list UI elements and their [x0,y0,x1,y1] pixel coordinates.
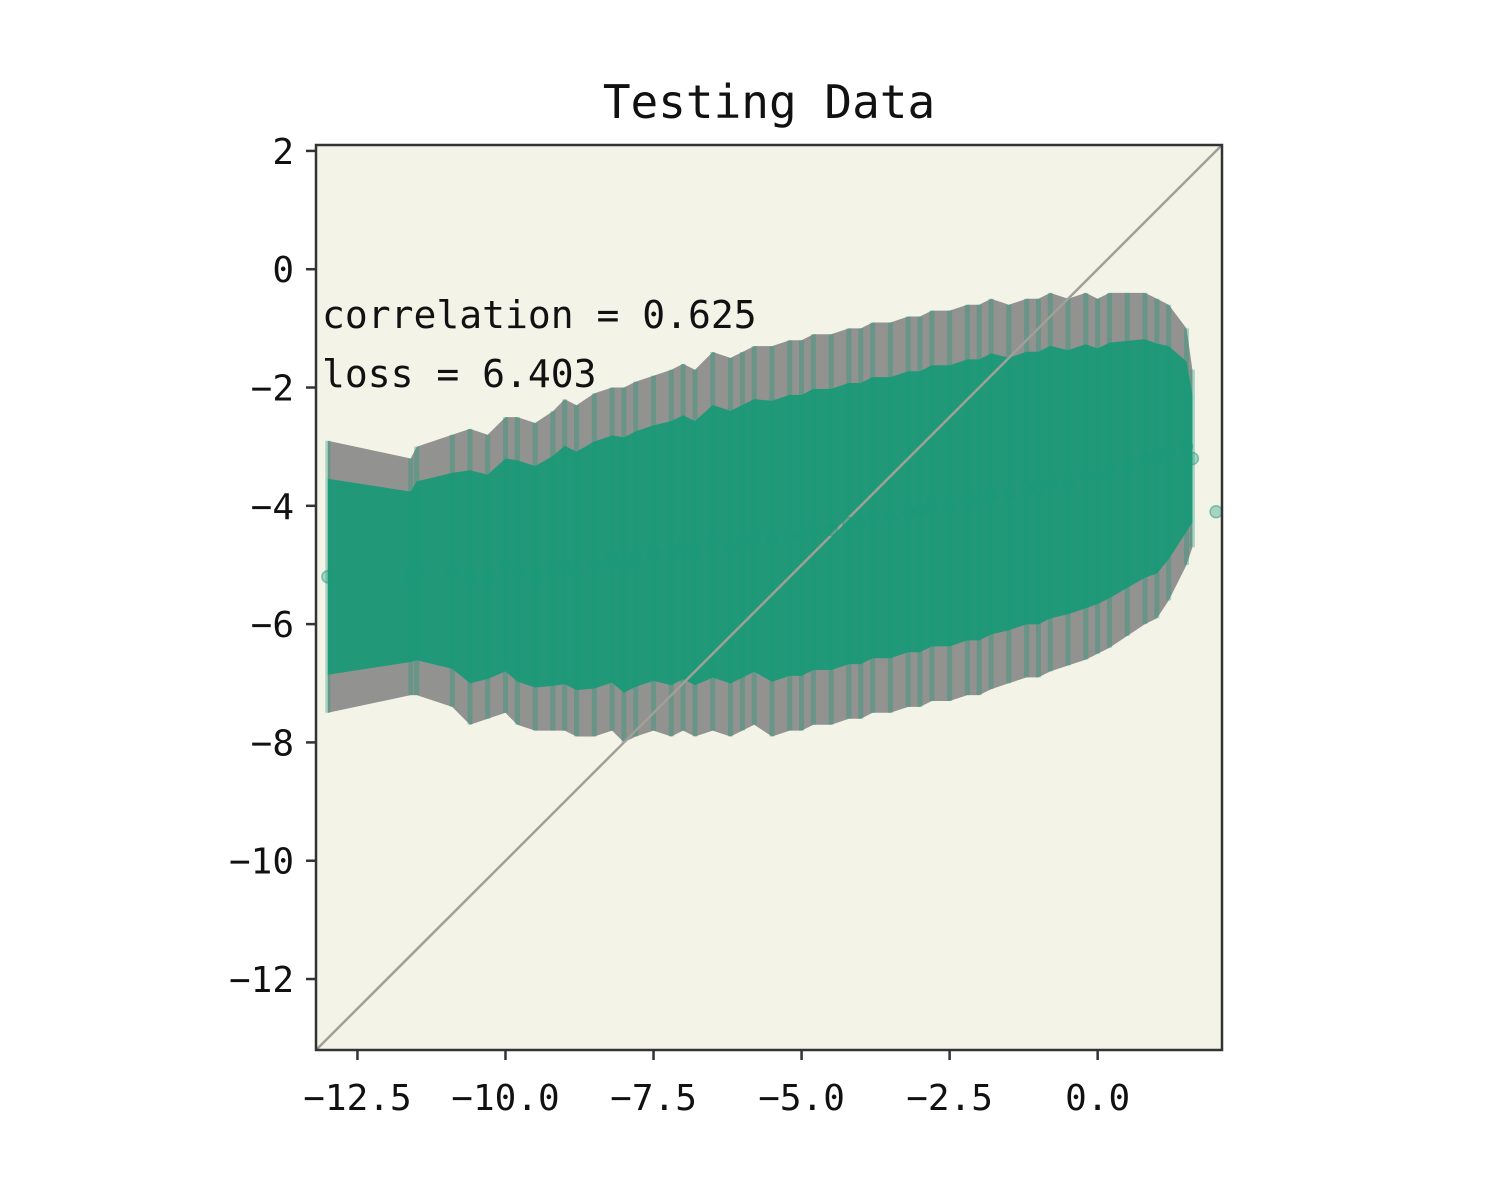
data-point [925,499,939,513]
data-point [1161,445,1176,460]
data-point [747,528,761,543]
x-tick-label: −10.0 [451,1078,559,1119]
data-point [1179,439,1194,454]
data-point [1150,451,1164,466]
data-point [646,546,661,560]
data-point [409,564,424,578]
data-point [617,558,631,572]
y-tick-label: −4 [251,487,294,528]
point-cloud-green [327,339,1193,693]
x-tick-label: −5.0 [758,1078,845,1119]
data-point [1138,451,1152,466]
y-axis: 2 0 −2 −4 −6 −8 −10 −12 [229,132,316,1001]
y-tick-label: −12 [229,960,294,1001]
data-point [463,570,477,584]
data-point [1019,481,1034,495]
data-point [901,504,915,519]
x-tick-label: 0.0 [1065,1078,1130,1119]
data-point [1043,475,1058,489]
data-point [865,510,880,525]
plot-content [316,145,1222,1050]
data-point [321,570,335,584]
data-point [546,564,560,578]
data-point [794,528,809,543]
data-point [723,540,738,554]
data-point [1120,457,1135,472]
y-tick-label: 2 [272,132,294,173]
data-point [1002,487,1016,501]
plot-frame [314,143,1224,1052]
data-point [1079,469,1093,483]
data-point [854,516,868,531]
data-point [664,546,679,560]
data-point [972,493,986,507]
data-points [321,439,1222,584]
data-point [1031,481,1046,495]
chart-title: Testing Data [603,75,935,129]
data-point [480,570,495,584]
data-point [960,493,975,507]
y-tick-label: −2 [251,369,294,410]
data-point [498,558,513,572]
data-point [705,534,720,549]
data-point [913,504,927,519]
data-point [676,540,690,554]
data-point [688,546,702,560]
correlation-annotation: correlation = 0.625 [322,293,757,337]
data-point [557,558,572,572]
data-point [1090,469,1105,483]
data-point [824,522,838,537]
x-tick-label: −2.5 [906,1078,993,1119]
identity-reference-line [316,145,1222,1050]
data-point [629,552,643,566]
x-tick-label: −12.5 [303,1078,411,1119]
data-point [765,534,779,549]
x-axis: −12.5 −10.0 −7.5 −5.0 −2.5 0.0 [303,1050,1130,1119]
data-point [1102,463,1117,478]
data-point [1209,504,1222,519]
data-point [842,516,856,531]
data-point [569,564,584,578]
data-point [806,522,821,537]
data-point [1061,475,1075,489]
data-point [445,564,459,578]
loss-annotation: loss = 6.403 [322,352,597,396]
error-bars [325,292,1195,743]
y-tick-label: −10 [229,842,294,883]
y-tick-label: −6 [251,605,294,646]
data-point [605,552,619,566]
data-point [587,558,602,572]
data-point [942,499,957,513]
data-point [984,487,998,501]
y-tick-label: 0 [272,250,294,291]
data-point [1185,451,1200,466]
data-point [883,510,898,525]
data-point [782,528,797,543]
data-point [735,534,750,549]
y-tick-label: −8 [251,723,294,764]
x-tick-label: −7.5 [610,1078,697,1119]
data-point [528,570,542,584]
data-point [510,564,525,578]
